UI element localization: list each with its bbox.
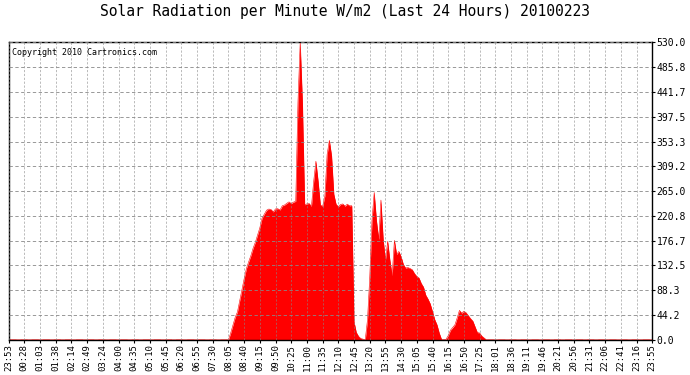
- Text: Copyright 2010 Cartronics.com: Copyright 2010 Cartronics.com: [12, 48, 157, 57]
- Text: Solar Radiation per Minute W/m2 (Last 24 Hours) 20100223: Solar Radiation per Minute W/m2 (Last 24…: [100, 4, 590, 19]
